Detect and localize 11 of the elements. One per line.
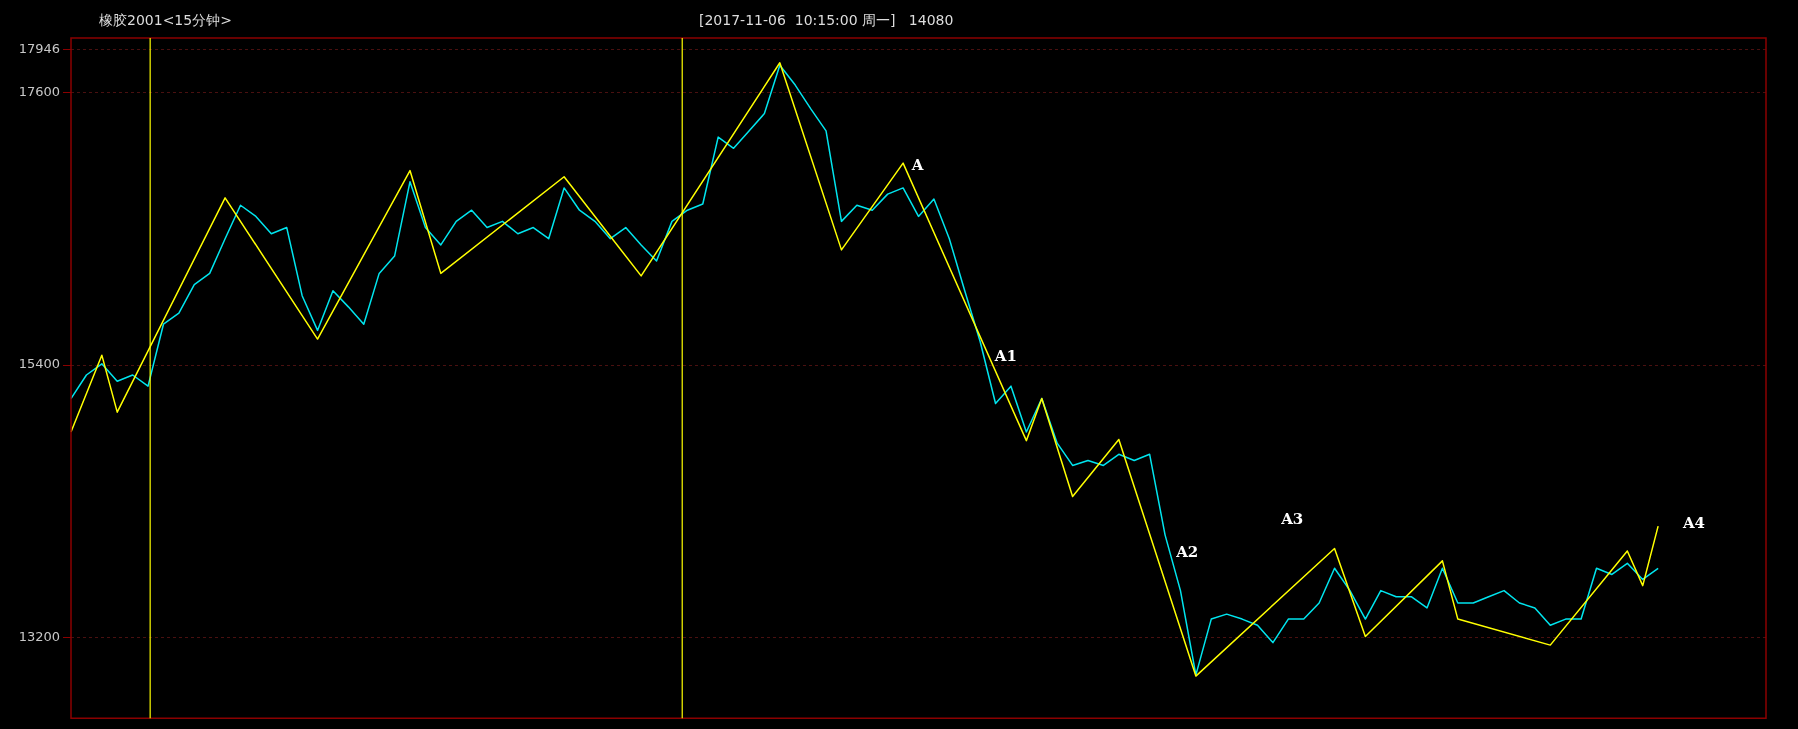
y-tick-label: 13200 [18,629,60,645]
y-tick-label: 17946 [18,41,60,57]
annotation: A3 [1280,510,1304,529]
chart-title: 橡胶2001<15分钟> [99,11,232,28]
y-tick-label: 17600 [18,83,60,99]
y-tick-label: 15400 [18,356,60,372]
chart-subtitle: [2017-11-06 10:15:00 周一] 14080 [699,11,954,28]
annotation: A1 [993,346,1017,365]
annotation: A4 [1681,513,1706,532]
annotation: A [910,156,924,175]
annotation: A2 [1175,542,1199,561]
